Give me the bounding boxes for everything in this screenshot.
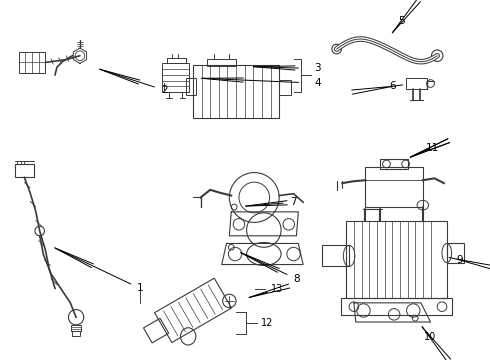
Text: 8: 8 <box>293 274 300 284</box>
Bar <box>72 330 80 336</box>
Text: 10: 10 <box>424 332 437 342</box>
FancyArrowPatch shape <box>201 289 215 314</box>
Bar <box>162 63 189 92</box>
Text: 5: 5 <box>398 16 405 26</box>
Text: 3: 3 <box>315 63 321 73</box>
Text: 7: 7 <box>290 197 297 207</box>
Bar <box>322 246 349 266</box>
Bar <box>342 298 452 315</box>
Bar <box>19 52 46 73</box>
Text: 4: 4 <box>315 77 321 87</box>
Text: 13: 13 <box>271 284 283 294</box>
Bar <box>193 65 279 118</box>
FancyArrowPatch shape <box>164 311 178 336</box>
Text: 6: 6 <box>389 81 395 91</box>
FancyArrowPatch shape <box>178 302 193 327</box>
Bar <box>207 59 236 66</box>
FancyArrowPatch shape <box>186 298 200 323</box>
Bar <box>144 318 169 343</box>
FancyArrowPatch shape <box>193 293 208 319</box>
Bar <box>447 243 464 263</box>
Bar <box>167 58 186 63</box>
Bar <box>406 78 427 89</box>
Bar <box>366 167 423 207</box>
Text: 9: 9 <box>456 255 463 265</box>
Bar <box>380 159 409 169</box>
Bar <box>279 80 291 95</box>
FancyArrowPatch shape <box>208 285 222 310</box>
Bar <box>154 278 232 342</box>
FancyArrowPatch shape <box>171 306 185 332</box>
Text: 11: 11 <box>426 143 439 153</box>
Text: 12: 12 <box>261 318 273 328</box>
Bar <box>346 221 447 298</box>
Text: 1: 1 <box>137 283 144 293</box>
Bar <box>72 325 81 330</box>
Text: 2: 2 <box>161 85 168 95</box>
Bar <box>15 164 34 177</box>
Bar <box>186 78 196 95</box>
